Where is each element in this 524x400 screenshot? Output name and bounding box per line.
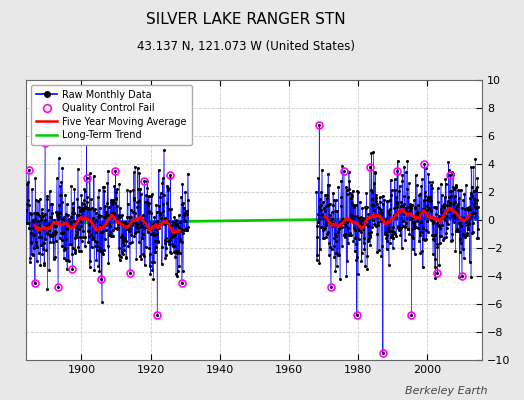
Legend: Raw Monthly Data, Quality Control Fail, Five Year Moving Average, Long-Term Tren: Raw Monthly Data, Quality Control Fail, …	[31, 85, 192, 145]
Text: SILVER LAKE RANGER STN: SILVER LAKE RANGER STN	[147, 12, 346, 27]
Text: 43.137 N, 121.073 W (United States): 43.137 N, 121.073 W (United States)	[137, 40, 355, 53]
Text: Berkeley Earth: Berkeley Earth	[405, 386, 487, 396]
